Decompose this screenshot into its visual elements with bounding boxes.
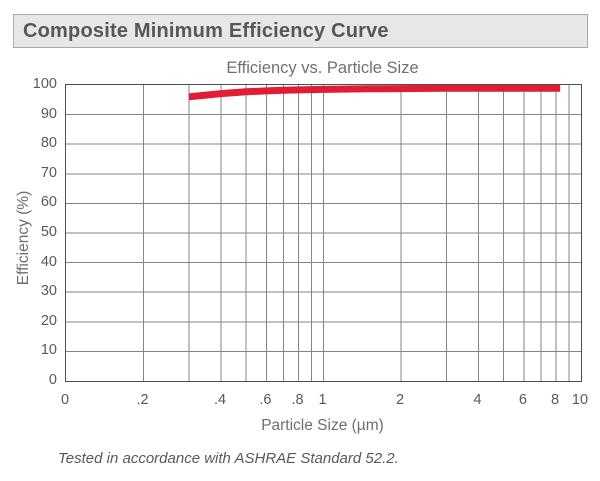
section-header-title: Composite Minimum Efficiency Curve	[23, 19, 389, 42]
x-tick-label: 8	[550, 392, 560, 408]
y-tick-label: 70	[40, 164, 57, 181]
x-tick-label: 6	[518, 392, 527, 408]
x-tick-label: .4	[213, 392, 227, 408]
x-tick-label: 0	[60, 392, 70, 408]
x-axis-title: Particle Size (µm)	[261, 417, 384, 434]
x-tick-label: .6	[259, 392, 272, 408]
section-header: Composite Minimum Efficiency Curve	[13, 14, 588, 48]
y-tick-label: 10	[40, 342, 57, 359]
y-tick-label: 90	[40, 105, 57, 122]
efficiency-chart	[66, 85, 581, 381]
plot-area	[65, 84, 582, 382]
y-tick-label: 60	[40, 194, 57, 211]
chart-title: Efficiency vs. Particle Size	[226, 59, 419, 77]
x-tick-label: 10	[571, 392, 589, 408]
x-tick-label: .2	[136, 392, 149, 408]
x-tick-label: 4	[473, 392, 482, 408]
x-tick-label: 1	[318, 392, 327, 408]
y-tick-label: 80	[40, 135, 57, 152]
y-tick-label: 40	[40, 253, 57, 270]
y-tick-label: 0	[48, 372, 57, 388]
y-tick-label: 100	[32, 76, 57, 92]
y-tick-label: 20	[40, 312, 57, 329]
gridlines	[66, 85, 581, 381]
y-tick-label: 30	[40, 283, 57, 300]
x-tick-label: .8	[291, 392, 304, 408]
footer-note: Tested in accordance with ASHRAE Standar…	[58, 450, 399, 467]
y-tick-label: 50	[40, 224, 57, 240]
x-tick-label: 2	[395, 392, 405, 408]
efficiency-curve	[188, 85, 561, 101]
